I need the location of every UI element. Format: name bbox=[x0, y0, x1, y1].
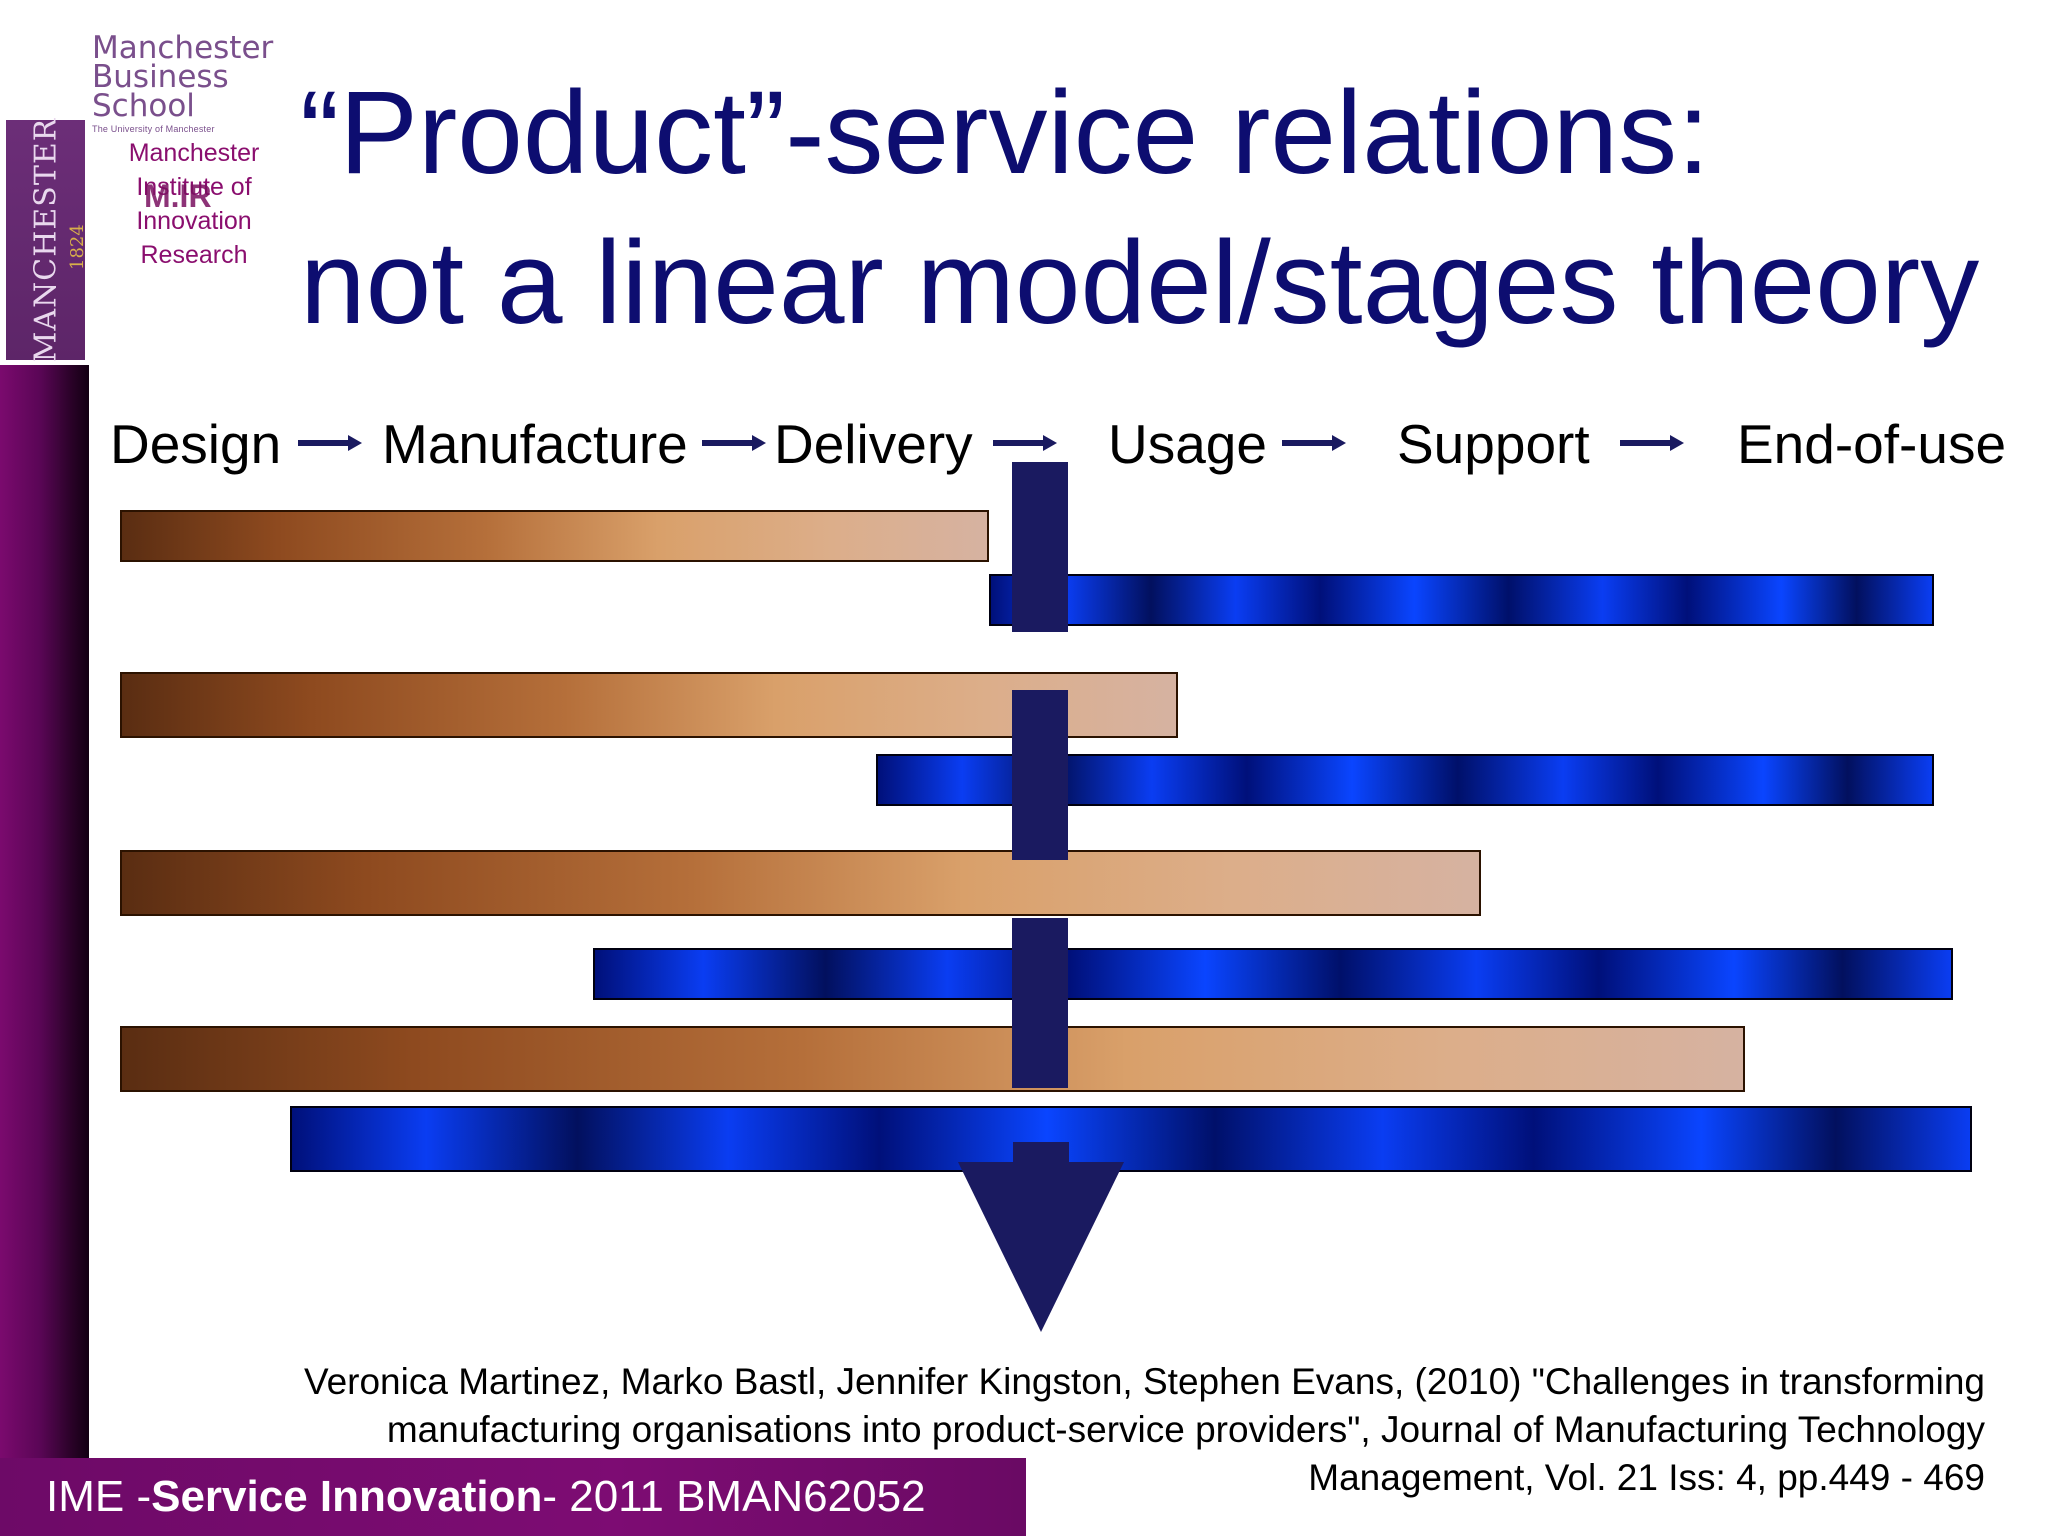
service-bar bbox=[290, 1106, 1973, 1172]
stage-label-end-of-use: End-of-use bbox=[1737, 413, 2007, 475]
product-bar bbox=[120, 850, 1481, 916]
divider-segment bbox=[1012, 690, 1068, 860]
citation-line-1: Veronica Martinez, Marko Bastl, Jennifer… bbox=[303, 1361, 1985, 1402]
university-logo-year: 1824 bbox=[67, 224, 88, 270]
arrow-right-icon bbox=[1620, 435, 1684, 451]
citation-line-2: manufacturing organisations into product… bbox=[386, 1409, 1985, 1450]
title-line-1: “Product”-service relations: bbox=[300, 67, 1710, 199]
product-bar bbox=[120, 510, 990, 562]
arrow-right-icon bbox=[1282, 435, 1346, 451]
citation-line-3: Management, Vol. 21 Iss: 4, pp.449 - 469 bbox=[1308, 1457, 1985, 1498]
arrow-right-icon bbox=[993, 435, 1057, 451]
service-bar bbox=[989, 574, 1935, 626]
footer-prefix: IME - bbox=[46, 1472, 152, 1521]
university-logo-name: MANCHESTER bbox=[28, 117, 63, 363]
title-line-2: not a linear model/stages theory bbox=[300, 217, 1980, 349]
footer-course-code: - 2011 BMAN62052 bbox=[542, 1472, 926, 1521]
product-bar bbox=[120, 672, 1179, 738]
miir-logo-mark: M.IR bbox=[144, 178, 212, 214]
slide-title: “Product”-service relations: not a linea… bbox=[300, 58, 1979, 358]
miir-line: Innovation bbox=[136, 207, 252, 235]
down-arrow-icon bbox=[958, 1142, 1124, 1332]
university-of-manchester-logo: MANCHESTER 1824 bbox=[6, 117, 88, 363]
stage-label-delivery: Delivery bbox=[774, 413, 973, 475]
miir-line: Institute of bbox=[136, 173, 252, 201]
arrow-right-icon bbox=[702, 435, 766, 451]
stage-label-design: Design bbox=[110, 413, 282, 475]
miir-line: Manchester bbox=[128, 139, 260, 167]
mbs-logo-subtitle: The University of Manchester bbox=[92, 124, 215, 134]
miir-line: Research bbox=[140, 241, 248, 269]
service-bar bbox=[592, 948, 1954, 1000]
product-bar bbox=[120, 1026, 1746, 1092]
side-decoration-bar bbox=[0, 365, 89, 1460]
slide-footer: IME - Service Innovation - 2011 BMAN6205… bbox=[0, 1458, 1026, 1536]
miir-logo-text: Manchester Institute of Innovation Resea… bbox=[118, 136, 270, 272]
manchester-business-school-logo: Manchester Business School The Universit… bbox=[92, 30, 322, 135]
divider-segment bbox=[1012, 462, 1068, 632]
arrow-right-icon bbox=[298, 435, 362, 451]
mbs-logo-line1: Manchester bbox=[92, 30, 274, 66]
stage-label-usage: Usage bbox=[1108, 413, 1267, 475]
stage-label-support: Support bbox=[1397, 413, 1590, 475]
divider-segment bbox=[1012, 918, 1068, 1088]
footer-course-title: Service Innovation bbox=[151, 1472, 543, 1521]
citation: Veronica Martinez, Marko Bastl, Jennifer… bbox=[145, 1358, 1985, 1502]
stage-label-manufacture: Manufacture bbox=[382, 413, 688, 475]
mbs-logo-line2: Business School bbox=[92, 59, 229, 124]
